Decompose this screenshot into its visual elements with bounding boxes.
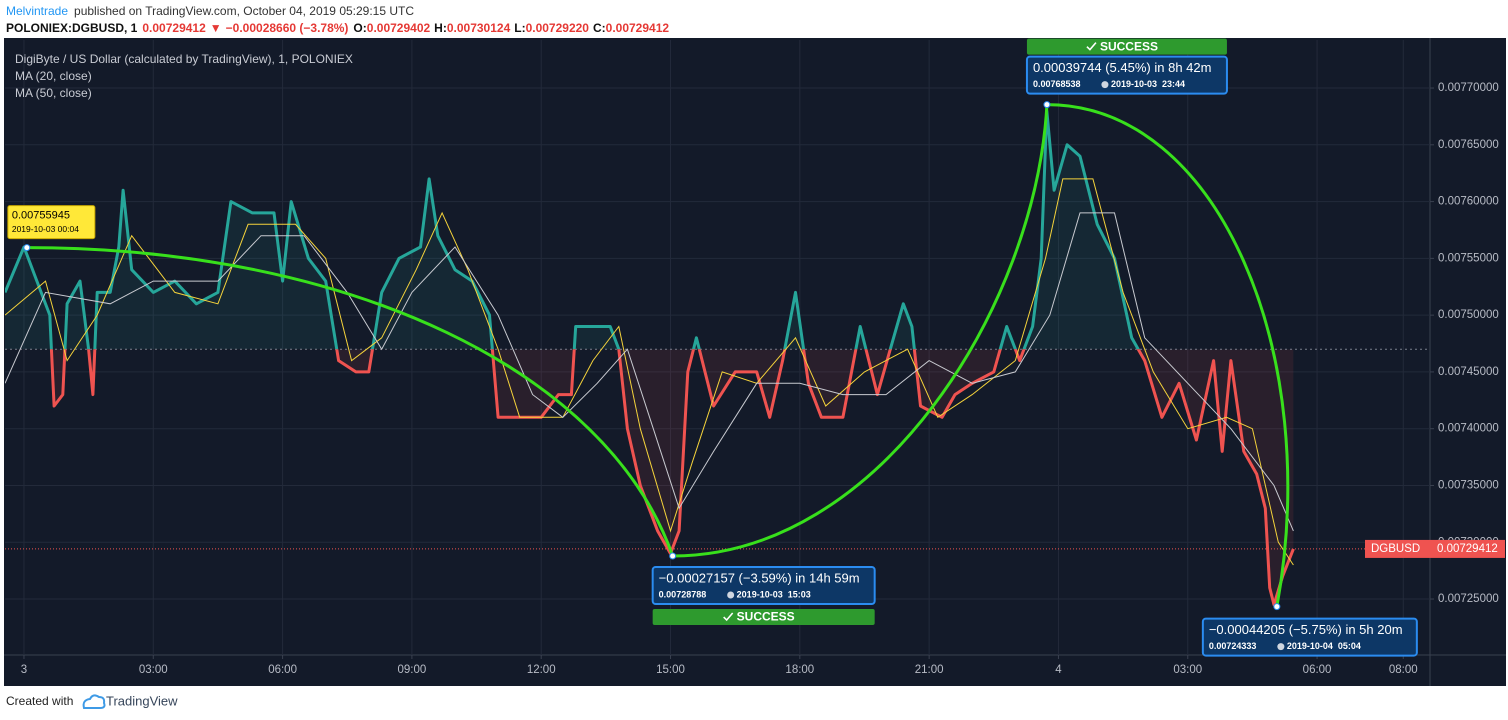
price-note-box <box>7 205 96 240</box>
header-line-1: Melvintrade published on TradingView.com,… <box>6 4 414 18</box>
author[interactable]: Melvintrade <box>6 4 68 18</box>
price-note-time: 2019-10-03 00:04 <box>12 224 79 234</box>
note-point <box>23 244 31 252</box>
legend-main: DigiByte / US Dollar (calculated by Trad… <box>15 52 353 66</box>
x-tick-label: 08:00 <box>1389 664 1418 676</box>
ohlc-value: 0.00729412 <box>606 21 670 35</box>
range-change: −0.00027157 (−3.59%) in 14h 59m <box>659 570 860 585</box>
y-tick-label: 0.00755000 <box>1438 252 1499 264</box>
price-note-value: 0.00755945 <box>12 210 70 222</box>
check-icon <box>1086 42 1097 51</box>
clock-icon <box>1277 643 1285 651</box>
ohlc-label: L: <box>514 21 525 35</box>
range-time: 2019-10-03 15:03 <box>737 589 811 599</box>
range-price: 0.00768538 <box>1033 79 1081 89</box>
last: 0.00729412 <box>142 21 206 35</box>
ohlc-label: H: <box>434 21 447 35</box>
range-box <box>1201 617 1418 657</box>
trend-curve <box>1046 103 1290 607</box>
range-time: 2019-10-04 05:04 <box>1287 641 1361 651</box>
x-tick-label: 06:00 <box>268 664 297 676</box>
x-tick-label: 06:00 <box>1303 664 1332 676</box>
ohlc-value: 0.00729220 <box>526 21 590 35</box>
footer-brand[interactable]: TradingView <box>106 693 178 708</box>
note-point <box>1043 101 1051 109</box>
legend-ma20: MA (20, close) <box>15 69 92 83</box>
plot <box>5 40 1430 655</box>
x-tick-label: 18:00 <box>785 664 814 676</box>
range-time: 2019-10-03 23:44 <box>1111 79 1185 89</box>
range-box <box>651 566 876 606</box>
range-change: −0.00044205 (−5.75%) in 5h 20m <box>1209 622 1403 637</box>
x-tick-label: 21:00 <box>915 664 944 676</box>
clock-icon <box>727 591 735 599</box>
change: −0.00028660 (−3.78%) <box>226 21 349 35</box>
legend-ma50: MA (50, close) <box>15 86 92 100</box>
y-tick-label: 0.00735000 <box>1438 479 1499 491</box>
y-tick-label: 0.00770000 <box>1438 82 1499 94</box>
y-tick-label: 0.00740000 <box>1438 423 1499 435</box>
status-text: SUCCESS <box>1100 39 1158 53</box>
status-bar <box>652 609 875 626</box>
arrow: ▼ <box>210 21 222 35</box>
area-above <box>5 110 1294 350</box>
y-tick-label: 0.00745000 <box>1438 366 1499 378</box>
trend-curve <box>672 104 1049 558</box>
ohlc-label: O: <box>353 21 366 35</box>
x-tick-label: 09:00 <box>398 664 427 676</box>
x-tick-label: 15:00 <box>656 664 685 676</box>
y-tick-label: 0.00765000 <box>1438 139 1499 151</box>
ma-line <box>5 212 1294 532</box>
ohlc-label: C: <box>593 21 606 35</box>
clock-icon <box>1101 81 1109 89</box>
footer-text: Created with <box>6 694 73 708</box>
y-tick-label: 0.00750000 <box>1438 309 1499 321</box>
annotations: 0.00755945 2019-10-03 00:04 −0.00027157 (−… <box>7 38 1418 657</box>
range-box <box>1025 55 1228 95</box>
logo-icon <box>82 694 106 709</box>
note-point <box>1273 603 1281 611</box>
trend-curve <box>26 246 675 557</box>
symbol: POLONIEX:DGBUSD, 1 <box>6 21 138 35</box>
range-change: 0.00039744 (5.45%) in 8h 42m <box>1033 60 1212 75</box>
tradingview-logo[interactable] <box>82 694 106 709</box>
x-tick-label: 3 <box>21 664 27 676</box>
x-tick-label: 03:00 <box>1173 664 1202 676</box>
last-price-tag <box>1365 539 1505 558</box>
price-line-below <box>49 349 1295 607</box>
header-line-2: POLONIEX:DGBUSD, 1 0.00729412 ▼ −0.00028660… <box>6 21 669 35</box>
published: published on TradingView.com, October 04… <box>74 4 414 18</box>
note-point <box>669 552 677 560</box>
status-bar <box>1026 38 1227 55</box>
x-tick-label: 4 <box>1055 664 1062 676</box>
status-text: SUCCESS <box>737 610 795 624</box>
axes: 0.007250000.007300000.007350000.00740000… <box>21 82 1505 676</box>
last-price-value: 0.00729412 <box>1437 543 1498 555</box>
area-below <box>51 349 1294 605</box>
last-price-symbol: DGBUSD <box>1371 543 1420 555</box>
ohlc-value: 0.00730124 <box>447 21 511 35</box>
range-price: 0.00728788 <box>659 589 707 599</box>
ma-line <box>5 178 1294 566</box>
ohlc-value: 0.00729402 <box>367 21 431 35</box>
x-tick-label: 03:00 <box>139 664 168 676</box>
y-tick-label: 0.00760000 <box>1438 196 1499 208</box>
check-icon <box>723 612 734 622</box>
y-tick-label: 0.00725000 <box>1438 593 1499 605</box>
x-tick-label: 12:00 <box>527 664 556 676</box>
range-price: 0.00724333 <box>1209 641 1257 651</box>
